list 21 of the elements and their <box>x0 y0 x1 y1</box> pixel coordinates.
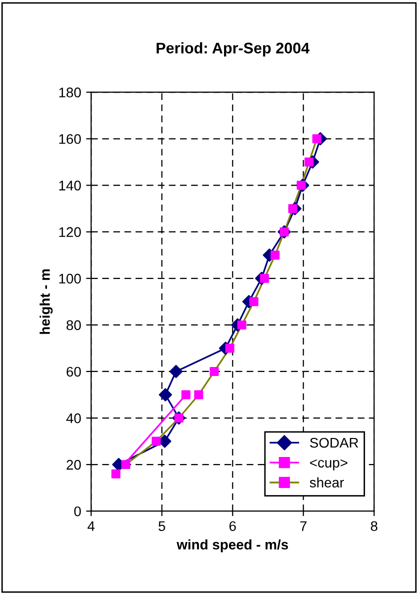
x-tick-label: 4 <box>88 521 95 531</box>
chart-title: Period: Apr-Sep 2004 <box>156 42 310 57</box>
y-axis-title: height - m <box>40 269 53 334</box>
y-tick-label: 120 <box>59 227 81 238</box>
x-tick-label: 8 <box>370 521 378 532</box>
y-tick-label: 60 <box>66 366 81 377</box>
y-tick-label: 100 <box>59 274 81 284</box>
x-tick-label: 7 <box>300 521 307 531</box>
legend-label: shear <box>310 477 344 488</box>
y-tick-label: 140 <box>59 180 81 190</box>
legend-label: <cup> <box>310 459 348 470</box>
y-tick-label: 160 <box>59 134 81 144</box>
y-tick-label: 40 <box>66 413 81 424</box>
y-tick-label: 180 <box>59 88 81 98</box>
y-tick-label: 0 <box>74 506 81 516</box>
x-tick-label: 6 <box>229 521 236 532</box>
y-tick-label: 20 <box>66 460 81 470</box>
legend-label: SODAR <box>310 438 358 448</box>
x-axis-title: wind speed - m/s <box>176 539 288 552</box>
x-tick-label: 5 <box>158 521 166 532</box>
y-tick-label: 80 <box>66 320 81 330</box>
